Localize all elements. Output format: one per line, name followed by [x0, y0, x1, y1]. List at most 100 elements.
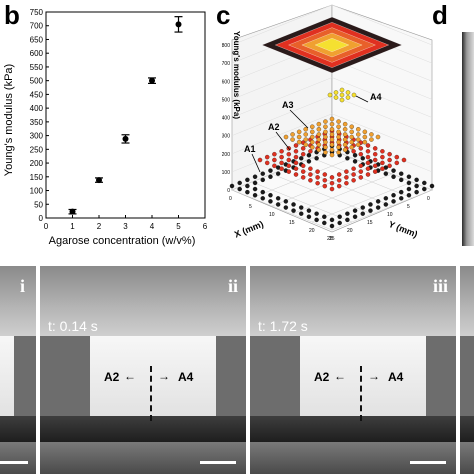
layer-sphere — [360, 211, 365, 216]
layer-sphere — [275, 196, 281, 201]
layer-sphere — [323, 129, 328, 135]
layer-leader-line — [251, 153, 261, 173]
layer-sphere — [293, 172, 299, 177]
layer-sphere — [286, 163, 292, 169]
layer-sphere — [345, 211, 350, 216]
layer-sphere — [299, 205, 304, 210]
layer-sphere — [329, 180, 335, 186]
layer-sphere — [391, 193, 396, 198]
chart-b-ytick-label: 350 — [30, 118, 44, 127]
layer-sphere — [358, 175, 364, 180]
floor-grid-line — [271, 173, 373, 215]
chart-b-ytick-label: 400 — [30, 104, 44, 113]
layer-sphere — [308, 178, 313, 183]
chart-b-xtick-label: 0 — [44, 222, 49, 231]
chart-b-ytick-label: 0 — [39, 214, 44, 223]
chart-c-ylabel: Y (mm) — [387, 219, 419, 240]
layer-sphere — [372, 146, 378, 151]
layer-sphere — [290, 137, 295, 142]
chart-b-ytick-label: 100 — [30, 187, 44, 196]
top-heatmap-square — [261, 16, 403, 74]
layer-sphere — [275, 171, 281, 176]
layer-sphere — [260, 189, 265, 195]
layer-sphere — [268, 174, 273, 179]
layer-sphere — [329, 186, 335, 192]
chart-c-ytick-label: 25 — [329, 236, 335, 242]
panel-letter-b: b — [4, 0, 20, 30]
floor-grid-line — [291, 165, 393, 207]
layer-sphere — [293, 154, 299, 160]
layer-sphere — [329, 137, 335, 142]
layer-sphere — [349, 124, 354, 129]
layer-sphere — [316, 137, 322, 142]
layer-sphere — [336, 145, 341, 150]
layer-sphere — [300, 169, 306, 174]
chart-c-zlabel: Young's modulus (kPa) — [232, 31, 241, 119]
chart-b-ytick-label: 450 — [30, 90, 44, 99]
layer-sphere — [279, 160, 284, 166]
layer-sphere — [380, 154, 385, 160]
layer-sphere — [349, 139, 354, 145]
layer-sphere — [351, 178, 356, 183]
layer-sphere — [245, 189, 250, 195]
layer-sphere — [380, 160, 385, 166]
layer-sphere — [336, 139, 341, 145]
frame-iii-right-label: A4 — [388, 370, 404, 384]
layer-sphere — [329, 121, 335, 127]
layer-sphere — [299, 211, 304, 216]
layer-sphere — [336, 172, 342, 177]
chart-b-xtick-label: 4 — [150, 222, 155, 231]
chart-b-ytick-label: 50 — [34, 200, 43, 209]
chart-b-ytick-label: 500 — [30, 77, 44, 86]
chart-c-xtick-label: 15 — [367, 220, 373, 226]
frame-ii-dashed-line — [150, 366, 152, 421]
layer-sphere — [387, 163, 392, 169]
layer-sphere — [272, 163, 277, 169]
chart-c-ztick-label: 300 — [222, 134, 230, 140]
layer-sphere — [342, 132, 348, 137]
layer-sphere — [296, 129, 302, 135]
layer-sphere — [293, 166, 299, 171]
layer-sphere — [342, 142, 348, 147]
layer-sphere — [252, 180, 258, 186]
chart-c-3d: A1 A2 A3 A4 Young's modulus (kPa) X (mm) Y … — [222, 4, 435, 242]
chart-c-ztick-label: 400 — [222, 116, 230, 122]
chart-b-xtick-label: 1 — [70, 222, 75, 231]
layer-sphere — [300, 163, 306, 169]
layer-sphere — [351, 166, 356, 171]
frame-ii-time: t: 0.14 s — [48, 318, 98, 334]
layer-sphere — [352, 153, 358, 158]
layer-sphere — [352, 214, 358, 219]
layer-sphere — [391, 199, 396, 204]
layer-sphere — [383, 202, 389, 207]
layer-sphere — [308, 149, 313, 154]
layer-sphere — [327, 92, 333, 98]
layer-sphere — [345, 217, 350, 223]
layer-sphere — [358, 146, 364, 151]
layer-sphere — [329, 152, 335, 158]
wall-grid-line — [231, 77, 433, 118]
layer-sphere — [279, 149, 284, 154]
layer-sphere — [303, 137, 308, 142]
layer-leader-line — [275, 131, 291, 151]
layer-leader-line — [289, 109, 309, 129]
layer-sphere — [229, 183, 235, 189]
layer-sphere — [237, 180, 242, 186]
layer-sphere — [349, 129, 354, 135]
layer-sphere — [399, 171, 404, 176]
layer-sphere — [252, 193, 258, 198]
layer-sphere — [322, 183, 328, 189]
layer-sphere — [245, 183, 250, 189]
layer-sphere — [351, 149, 356, 154]
chart-c-ztick-label: 800 — [222, 43, 230, 49]
layer-sphere — [310, 145, 315, 150]
layer-label-a1: A1 — [244, 144, 256, 154]
chart-b-ytick-label: 300 — [30, 132, 44, 141]
layer-sphere — [322, 214, 327, 219]
layer-sphere — [296, 139, 302, 145]
chart-b-ytick-label: 600 — [30, 49, 44, 58]
layer-sphere — [303, 132, 308, 137]
layer-sphere — [365, 143, 371, 148]
layer-sphere — [283, 205, 289, 210]
panel-d-photo — [462, 32, 474, 246]
